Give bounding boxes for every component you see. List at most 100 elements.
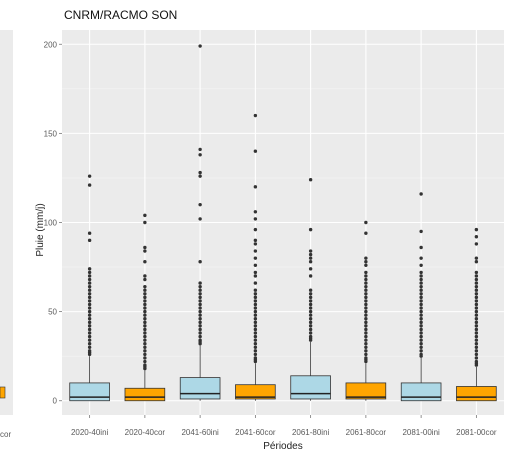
outlier-point [143, 284, 147, 289]
outlier-point [143, 292, 147, 296]
x-tick-label: 2020-40ini [71, 428, 109, 437]
x-axis-title: Périodes [263, 441, 302, 452]
outlier-point [308, 302, 313, 307]
outlier-point [364, 334, 368, 339]
outlier-point [87, 352, 92, 357]
outlier-point [87, 292, 92, 296]
outlier-point [87, 309, 92, 314]
outlier-point [198, 44, 202, 48]
outlier-point [308, 274, 313, 278]
outlier-point [143, 324, 147, 328]
outlier-point [198, 281, 202, 285]
outlier-point [419, 334, 423, 339]
outlier-point [198, 324, 202, 328]
outlier-point [364, 324, 368, 328]
outlier-point [474, 235, 479, 239]
outlier-point [308, 252, 313, 257]
outlier-point [308, 292, 313, 296]
outlier-point [474, 356, 479, 360]
outlier-point [253, 309, 258, 314]
outlier-point [143, 356, 147, 360]
outlier-point [474, 349, 479, 353]
outlier-point [474, 309, 479, 314]
outlier-point [308, 227, 313, 232]
outlier-point [198, 260, 202, 264]
outlier-point [87, 342, 92, 346]
outlier-point [198, 309, 202, 314]
boxes [69, 44, 497, 402]
outlier-point [253, 320, 258, 325]
outlier-point [253, 217, 258, 221]
outlier-point [364, 263, 368, 267]
outlier-point [87, 317, 92, 321]
outlier-point [87, 302, 92, 307]
outlier-point [143, 249, 147, 253]
x-tick-label: 2061-80ini [292, 428, 330, 437]
outlier-point [198, 327, 202, 332]
outlier-point [308, 309, 313, 314]
outlier-point [87, 174, 92, 178]
outlier-point [308, 320, 313, 325]
outlier-point [253, 149, 258, 153]
outlier-point [474, 342, 479, 346]
outlier-point [253, 227, 258, 232]
x-tick-label: 2081-00ini [402, 428, 440, 437]
outlier-point [419, 229, 423, 234]
outlier-point [143, 334, 147, 339]
outlier-point [364, 309, 368, 314]
outlier-point [143, 302, 147, 307]
outlier-point [419, 354, 423, 358]
outlier-point [198, 320, 202, 325]
outlier-point [364, 349, 368, 353]
outlier-point [143, 320, 147, 325]
outlier-point [87, 338, 92, 342]
outlier-point [198, 306, 202, 310]
outlier-point [87, 334, 92, 339]
outlier-point [419, 331, 423, 335]
outlier-point [198, 342, 202, 346]
outlier-point [474, 295, 479, 300]
outlier-point [143, 299, 147, 303]
outlier-point [253, 327, 258, 332]
outlier-point [253, 270, 258, 275]
outlier-point [419, 313, 423, 317]
outlier-point [308, 295, 313, 300]
outlier-point [308, 267, 313, 271]
outlier-point [364, 302, 368, 307]
outlier-point [198, 147, 202, 152]
outlier-point [474, 352, 479, 357]
outlier-point [364, 342, 368, 346]
outlier-point [364, 288, 368, 292]
outlier-point [253, 274, 258, 278]
outlier-point [474, 288, 479, 292]
outlier-point [253, 306, 258, 310]
outlier-point [87, 274, 92, 278]
box-2041-60cor [235, 384, 276, 400]
outlier-point [253, 331, 258, 335]
box-2041-60ini [179, 377, 221, 400]
outlier-point [253, 249, 258, 253]
outlier-point [253, 292, 258, 296]
outlier-point [474, 299, 479, 303]
outlier-point [308, 249, 313, 253]
outlier-point [253, 242, 258, 246]
outlier-point [308, 331, 313, 335]
box-2061-80ini [290, 375, 331, 400]
outlier-point [474, 306, 479, 310]
box-2020-40ini [69, 382, 110, 402]
outlier-point [198, 292, 202, 296]
outlier-point [87, 295, 92, 300]
outlier-point [364, 352, 368, 357]
outlier-point [253, 281, 258, 285]
outlier-point [419, 281, 423, 285]
outlier-point [308, 317, 313, 321]
outlier-point [474, 327, 479, 332]
outlier-point [364, 359, 368, 364]
outlier-point [364, 277, 368, 282]
outlier-point [87, 320, 92, 325]
outlier-point [143, 359, 147, 364]
box-2061-80cor [345, 382, 387, 400]
outlier-point [308, 299, 313, 303]
outlier-point [253, 295, 258, 300]
outlier-point [308, 256, 313, 260]
